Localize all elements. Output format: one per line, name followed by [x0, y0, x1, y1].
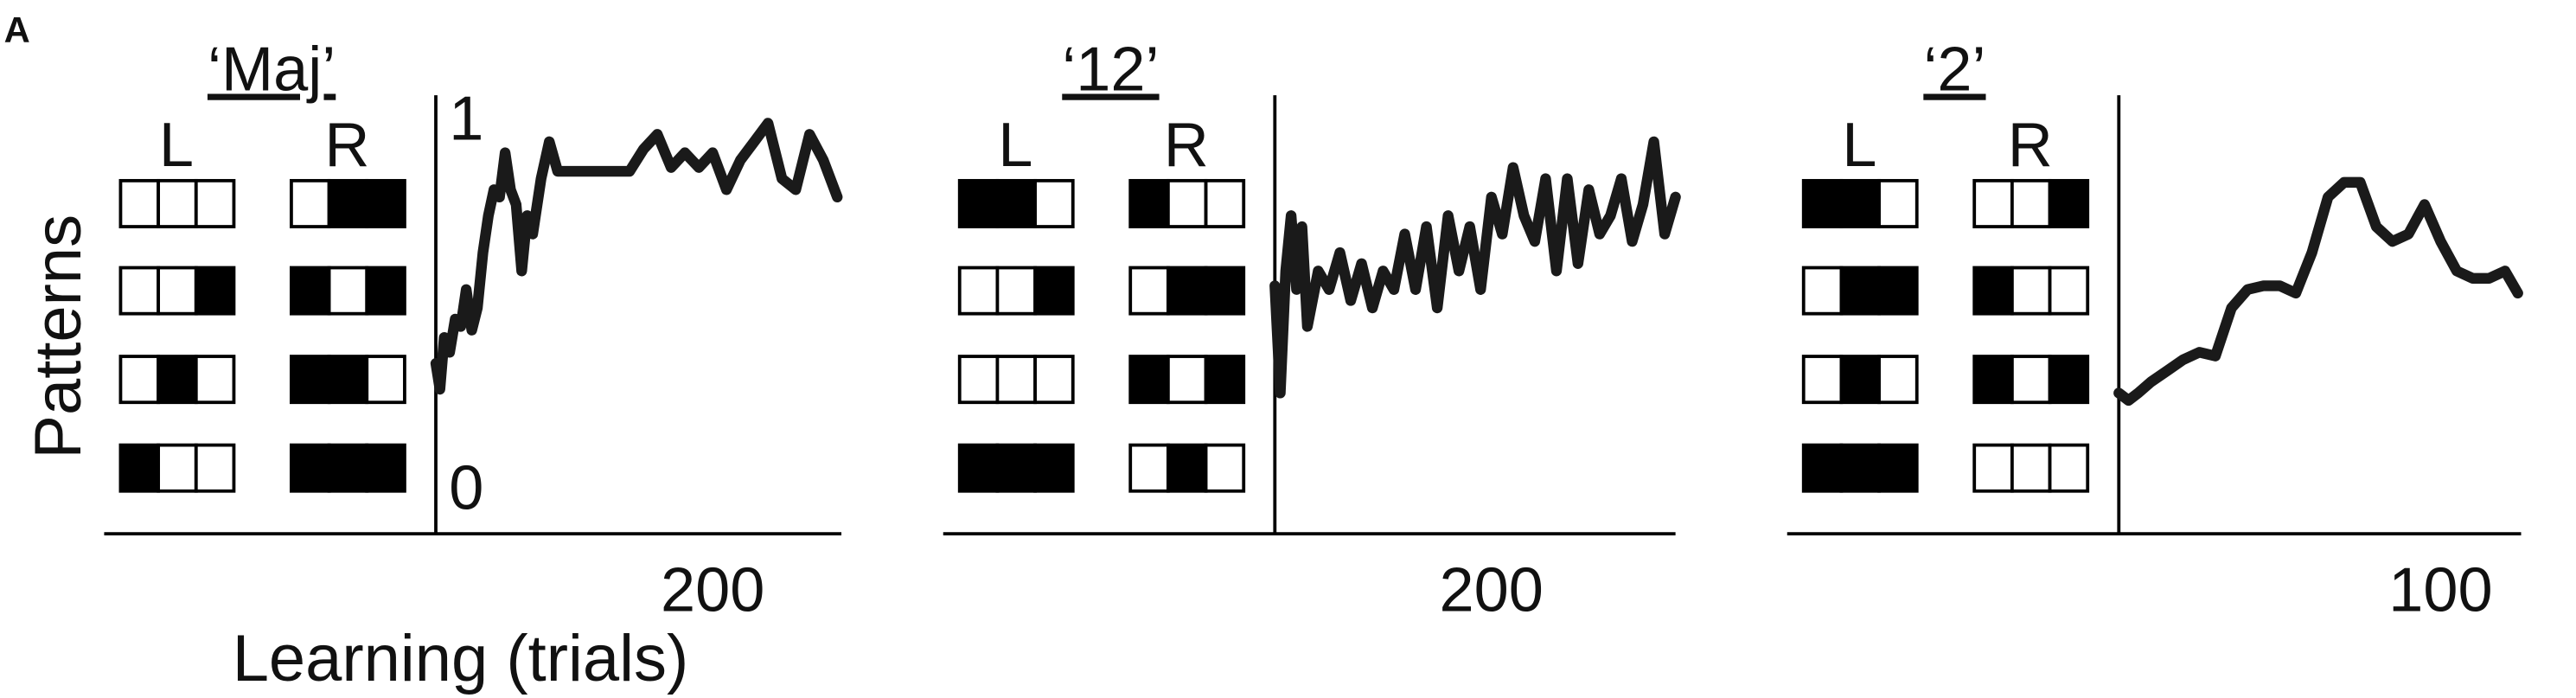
pattern-cell	[118, 443, 161, 493]
pattern-cell	[1033, 266, 1075, 316]
pattern-cell	[1801, 355, 1844, 405]
pattern-cell	[194, 178, 236, 228]
pattern-cell	[1128, 178, 1170, 228]
pattern-cell	[1972, 266, 2014, 316]
column-label: L	[1842, 111, 1876, 180]
pattern-cell	[1166, 178, 1208, 228]
column-label: R	[324, 111, 369, 180]
pattern-cell	[1033, 178, 1075, 228]
pattern-cell	[2010, 266, 2052, 316]
pattern-cell	[290, 266, 331, 316]
pattern-cell	[118, 266, 161, 316]
pattern-cell	[327, 178, 369, 228]
pattern-cell	[1166, 355, 1208, 405]
pattern-cell	[1204, 178, 1246, 228]
panel-label: A	[4, 10, 30, 50]
pattern-cell	[1877, 355, 1919, 405]
pattern-cell	[290, 443, 331, 493]
pattern-cell	[365, 355, 406, 405]
pattern-cell	[1128, 266, 1170, 316]
x-tick-label: 200	[661, 555, 764, 624]
panel-title: ‘12’	[1062, 35, 1159, 105]
pattern-cell	[194, 266, 236, 316]
pattern-cell	[118, 355, 161, 405]
pattern-cell	[2048, 178, 2090, 228]
pattern-cell	[327, 443, 369, 493]
pattern-cell	[365, 266, 406, 316]
column-label: L	[998, 111, 1032, 180]
x-axis-label: Learning (trials)	[233, 622, 689, 695]
pattern-cell	[157, 178, 198, 228]
y-tick-label: 1	[449, 84, 483, 153]
pattern-cell	[2010, 355, 2052, 405]
pattern-cell	[1839, 443, 1881, 493]
pattern-cell	[194, 355, 236, 405]
pattern-cell	[995, 178, 1037, 228]
y-axis-label: Patterns	[22, 215, 95, 459]
pattern-cell	[2048, 355, 2090, 405]
panel-title: ‘2’	[1923, 35, 1985, 105]
pattern-cell	[157, 443, 198, 493]
pattern-cell	[1839, 178, 1881, 228]
column-label: R	[1164, 111, 1209, 180]
panel-title: ‘Maj’	[208, 35, 336, 105]
pattern-cell	[1033, 443, 1075, 493]
pattern-cell	[957, 355, 1000, 405]
pattern-cell	[290, 355, 331, 405]
pattern-cell	[2048, 266, 2090, 316]
pattern-cell	[1166, 443, 1208, 493]
pattern-cell	[327, 266, 369, 316]
pattern-cell	[1166, 266, 1208, 316]
pattern-cell	[1839, 266, 1881, 316]
pattern-cell	[1972, 178, 2014, 228]
column-label: R	[2008, 111, 2053, 180]
pattern-cell	[1128, 443, 1170, 493]
pattern-cell	[2010, 178, 2052, 228]
pattern-cell	[157, 355, 198, 405]
pattern-cell	[118, 178, 161, 228]
learning-curve	[430, 118, 843, 395]
pattern-cell	[1801, 266, 1844, 316]
pattern-cell	[290, 178, 331, 228]
pattern-cell	[1801, 443, 1844, 493]
pattern-cell	[995, 355, 1037, 405]
pattern-cell	[1128, 355, 1170, 405]
pattern-cell	[1204, 355, 1246, 405]
pattern-cell	[957, 178, 1000, 228]
learning-curve	[1269, 136, 1681, 399]
x-tick-label: 200	[1440, 555, 1544, 624]
pattern-cell	[2010, 443, 2052, 493]
pattern-cell	[995, 443, 1037, 493]
pattern-cell	[194, 443, 236, 493]
pattern-cell	[1801, 178, 1844, 228]
pattern-cell	[365, 178, 406, 228]
column-label: L	[159, 111, 194, 180]
pattern-cell	[2048, 443, 2090, 493]
pattern-cell	[995, 266, 1037, 316]
pattern-cell	[327, 355, 369, 405]
pattern-cell	[1877, 443, 1919, 493]
pattern-cell	[1877, 178, 1919, 228]
pattern-cell	[957, 443, 1000, 493]
pattern-cell	[365, 443, 406, 493]
pattern-cell	[1204, 266, 1246, 316]
y-tick-label: 0	[449, 454, 483, 523]
pattern-cell	[1972, 355, 2014, 405]
x-tick-label: 100	[2388, 555, 2492, 624]
pattern-cell	[1877, 266, 1919, 316]
pattern-cell	[957, 266, 1000, 316]
pattern-cell	[1972, 443, 2014, 493]
pattern-cell	[1033, 355, 1075, 405]
pattern-cell	[157, 266, 198, 316]
learning-curve	[2113, 176, 2523, 407]
pattern-cell	[1204, 443, 1246, 493]
pattern-cell	[1839, 355, 1881, 405]
